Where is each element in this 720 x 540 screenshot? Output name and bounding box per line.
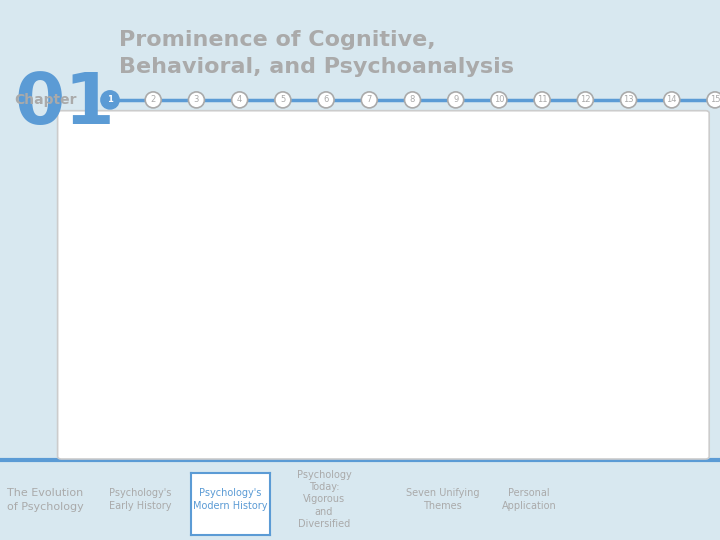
Text: 01: 01 <box>14 70 115 139</box>
Circle shape <box>577 92 593 108</box>
Circle shape <box>275 92 291 108</box>
Circle shape <box>232 92 248 108</box>
Circle shape <box>448 92 464 108</box>
Text: Psychoanalytic: Psychoanalytic <box>444 392 543 405</box>
Text: 12: 12 <box>580 96 590 104</box>
Circle shape <box>621 92 636 108</box>
Y-axis label: Flagship Articles with Keywords (%): Flagship Articles with Keywords (%) <box>105 175 115 373</box>
Text: Cognitive: Cognitive <box>604 168 667 181</box>
Circle shape <box>189 92 204 108</box>
Text: 9: 9 <box>453 96 459 104</box>
Text: 10: 10 <box>494 96 504 104</box>
Text: 2: 2 <box>150 96 156 104</box>
Text: 11: 11 <box>537 96 547 104</box>
Text: 13: 13 <box>624 96 634 104</box>
Text: 3: 3 <box>194 96 199 104</box>
Text: Personal
Application: Personal Application <box>502 488 557 511</box>
Text: Chapter: Chapter <box>14 93 77 107</box>
Circle shape <box>664 92 680 108</box>
X-axis label: Year: Year <box>396 445 428 460</box>
Text: Psychology's
Early History: Psychology's Early History <box>109 488 171 511</box>
Circle shape <box>707 92 720 108</box>
Text: Behavioral, and Psychoanalysis: Behavioral, and Psychoanalysis <box>119 57 514 77</box>
Text: Seven Unifying
Themes: Seven Unifying Themes <box>406 488 480 511</box>
Text: 5: 5 <box>280 96 286 104</box>
Circle shape <box>101 91 119 109</box>
Text: Behavioral: Behavioral <box>248 186 318 199</box>
Text: 15: 15 <box>710 96 720 104</box>
Text: 4: 4 <box>237 96 242 104</box>
Circle shape <box>145 92 161 108</box>
Text: 8: 8 <box>410 96 415 104</box>
Text: 7: 7 <box>366 96 372 104</box>
Text: Neuroscience: Neuroscience <box>568 249 658 262</box>
Text: 6: 6 <box>323 96 329 104</box>
Text: The Evolution
of Psychology: The Evolution of Psychology <box>7 488 84 511</box>
Text: 14: 14 <box>667 96 677 104</box>
Text: Psychology's
Modern History: Psychology's Modern History <box>193 488 268 511</box>
Circle shape <box>491 92 507 108</box>
Circle shape <box>318 92 334 108</box>
Text: Prominence of Cognitive,: Prominence of Cognitive, <box>119 30 436 50</box>
Circle shape <box>534 92 550 108</box>
Circle shape <box>361 92 377 108</box>
Text: Psychology
Today:
Vigorous
and
Diversified: Psychology Today: Vigorous and Diversifi… <box>297 470 351 529</box>
Text: 1: 1 <box>107 96 113 104</box>
Circle shape <box>405 92 420 108</box>
